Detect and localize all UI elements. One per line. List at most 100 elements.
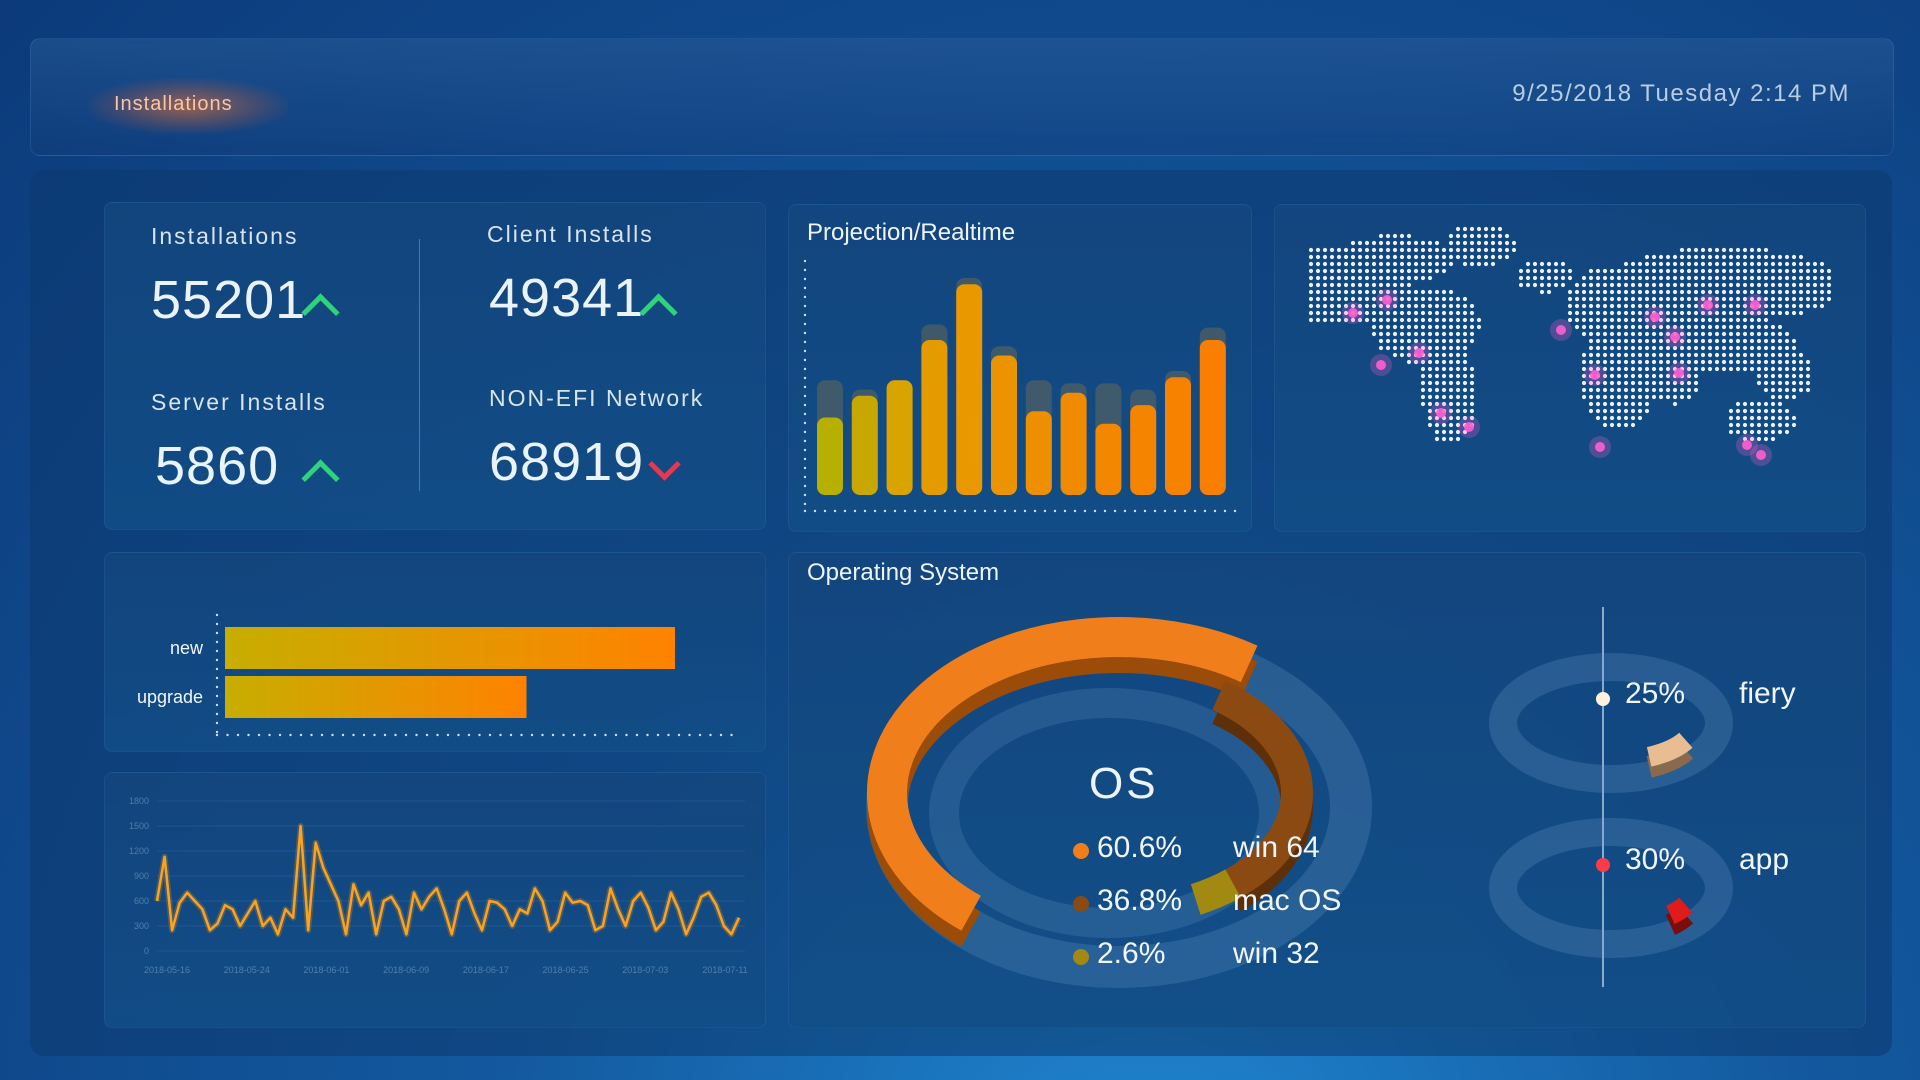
map-dot [1385, 240, 1391, 246]
map-dot [1679, 394, 1685, 400]
axis-dot [215, 649, 219, 653]
map-dot [1483, 240, 1489, 246]
axis-dot [467, 733, 471, 737]
legend-dot-win64 [1073, 843, 1089, 859]
map-dot [1462, 352, 1468, 358]
map-dot [1602, 338, 1608, 344]
map-dot [1777, 268, 1783, 274]
map-dot [1623, 408, 1629, 414]
brand-tab[interactable]: Installations [88, 78, 288, 134]
map-dot [1742, 282, 1748, 288]
map-dot [1581, 310, 1587, 316]
map-dot [1819, 282, 1825, 288]
map-dot [1581, 352, 1587, 358]
map-dot [1609, 401, 1615, 407]
map-dot [1427, 289, 1433, 295]
axis-dot [215, 703, 219, 707]
map-dot [1637, 380, 1643, 386]
map-dot [1735, 366, 1741, 372]
axis-dot [853, 509, 857, 513]
map-dot [1735, 261, 1741, 267]
map-dot [1434, 373, 1440, 379]
map-dot [1686, 261, 1692, 267]
map-dot [1462, 324, 1468, 330]
map-dot [1770, 289, 1776, 295]
legend-name-win64: win 64 [1233, 831, 1320, 864]
map-dot [1700, 254, 1706, 260]
map-dot [1469, 331, 1475, 337]
map-dot [1749, 338, 1755, 344]
map-dot [1616, 268, 1622, 274]
map-dot [1700, 289, 1706, 295]
map-dot [1630, 401, 1636, 407]
map-dot [1651, 380, 1657, 386]
map-dot [1644, 401, 1650, 407]
map-dot [1623, 345, 1629, 351]
map-dot [1315, 310, 1321, 316]
map-dot [1749, 296, 1755, 302]
install-type-chart: new upgrade [137, 613, 733, 737]
map-dot [1784, 394, 1790, 400]
map-dot [1798, 387, 1804, 393]
map-dot [1630, 345, 1636, 351]
map-dot [1630, 275, 1636, 281]
map-dot [1826, 282, 1832, 288]
realtime-bar [991, 355, 1017, 495]
map-dot [1749, 254, 1755, 260]
axis-dot [383, 733, 387, 737]
map-dot [1777, 324, 1783, 330]
map-dot [1742, 408, 1748, 414]
map-dot [1434, 401, 1440, 407]
projection-title: Projection/Realtime [807, 219, 1016, 246]
map-dot [1679, 345, 1685, 351]
map-dot [1602, 296, 1608, 302]
axis-dot [1033, 509, 1037, 513]
map-dot [1469, 408, 1475, 414]
map-dot [1413, 261, 1419, 267]
realtime-bar [1130, 405, 1157, 495]
map-dot [1427, 380, 1433, 386]
map-dot [1462, 240, 1468, 246]
axis-dot [551, 733, 555, 737]
map-dot [1770, 345, 1776, 351]
axis-dot [993, 509, 997, 513]
axis-dot [215, 730, 219, 734]
axis-dot [499, 733, 502, 737]
axis-dot [215, 733, 219, 737]
map-dot [1700, 338, 1706, 344]
map-dot [1455, 387, 1461, 393]
map-dot [1336, 254, 1342, 260]
map-dot [1686, 324, 1692, 330]
map-dot [1749, 247, 1755, 253]
map-dot [1525, 261, 1531, 267]
map-dot [1714, 282, 1720, 288]
y-tick-label: 300 [134, 921, 149, 931]
map-dot [1714, 310, 1720, 316]
map-dot [1728, 247, 1734, 253]
map-dot [1427, 345, 1433, 351]
map-dot [1812, 289, 1818, 295]
gauge-marker [1596, 692, 1610, 706]
map-dot [1518, 268, 1524, 274]
map-dot [1672, 261, 1678, 267]
map-dot [1364, 296, 1370, 302]
map-dot [1434, 422, 1440, 428]
map-dot [1693, 310, 1699, 316]
map-dot [1378, 324, 1384, 330]
axis-dot [1113, 509, 1117, 513]
map-dot [1735, 401, 1741, 407]
map-dot [1420, 366, 1426, 372]
map-dot [1679, 359, 1685, 365]
realtime-bar [1060, 392, 1087, 495]
map-dot [1357, 247, 1363, 253]
map-dot [1623, 331, 1629, 337]
map-dot [1693, 387, 1699, 393]
map-dot [1357, 261, 1363, 267]
map-dot [1714, 296, 1720, 302]
map-dot [1434, 429, 1440, 435]
map-dot [1441, 359, 1447, 365]
map-dot [1434, 394, 1440, 400]
axis-dot [1233, 509, 1237, 513]
axis-dot [873, 509, 877, 513]
map-dot [1399, 282, 1405, 288]
